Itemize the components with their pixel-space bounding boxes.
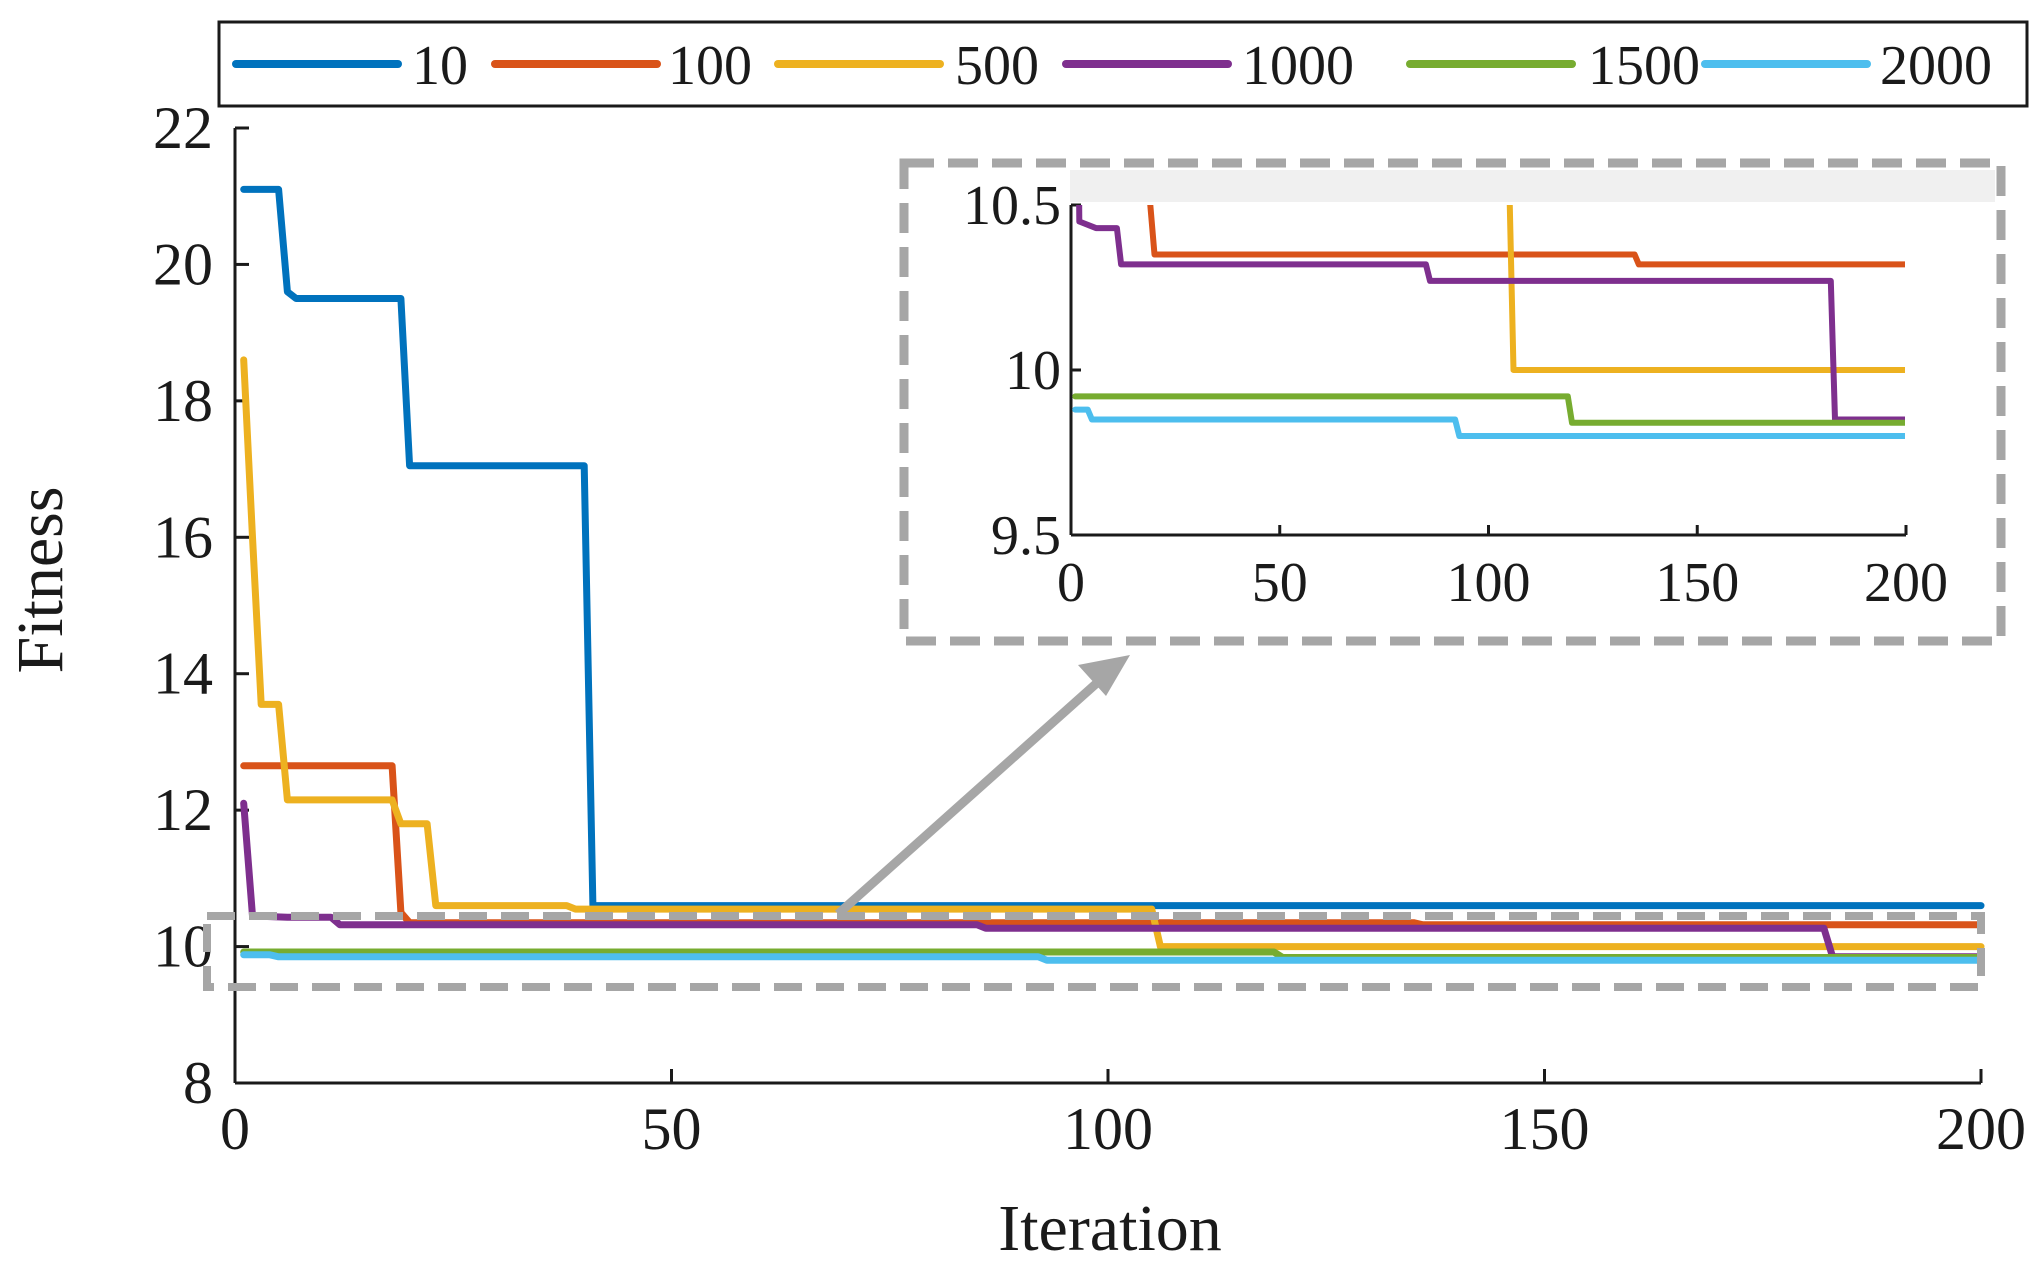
legend: 10 100 500 1000 1500 2000 bbox=[217, 20, 2029, 108]
y-tick-label: 12 bbox=[153, 777, 213, 843]
inset-series-line-100 bbox=[1147, 205, 1905, 268]
y-tick-label: 16 bbox=[153, 504, 213, 570]
inset-top-band bbox=[1070, 170, 1995, 202]
zoom-arrow-shaft bbox=[835, 678, 1101, 918]
inset-x-tick-label: 200 bbox=[1864, 552, 1948, 614]
y-tick-label: 22 bbox=[153, 95, 213, 161]
inset-x-tick-label: 50 bbox=[1252, 552, 1308, 614]
series-line-500 bbox=[240, 356, 1985, 951]
legend-items: 10 100 500 1000 1500 2000 bbox=[232, 35, 1992, 97]
legend-label-2000: 2000 bbox=[1880, 35, 1992, 97]
legend-label-500: 500 bbox=[955, 35, 1039, 97]
inset-y-tick-label: 9.5 bbox=[991, 505, 1061, 567]
zoom-region-box bbox=[203, 912, 1985, 991]
x-tick-label: 150 bbox=[1500, 1096, 1590, 1162]
legend-label-100: 100 bbox=[668, 35, 752, 97]
x-tick-label: 200 bbox=[1936, 1096, 2026, 1162]
series-line-10 bbox=[240, 185, 1985, 910]
inset-series-line-1000 bbox=[1076, 205, 1905, 423]
inset-y-tick-label: 10.5 bbox=[963, 175, 1061, 237]
inset-y-tick-label: 10 bbox=[1005, 340, 1061, 402]
x-tick-label: 50 bbox=[642, 1096, 702, 1162]
series-line-2000 bbox=[240, 951, 1985, 964]
inset-x-tick-label: 150 bbox=[1655, 552, 1739, 614]
main-ticks: 0 50 100 150 200 8 10 12 14 16 18 20 22 bbox=[153, 95, 2026, 1162]
main-series-group bbox=[240, 185, 1985, 964]
inset-x-tick-label: 0 bbox=[1057, 552, 1085, 614]
main-axes: 0 50 100 150 200 8 10 12 14 16 18 20 22 bbox=[153, 95, 2026, 1162]
zoom-arrow bbox=[835, 655, 1130, 918]
x-tick-label: 100 bbox=[1063, 1096, 1153, 1162]
x-axis-label: Iteration bbox=[998, 1192, 1222, 1265]
y-tick-label: 8 bbox=[183, 1050, 213, 1116]
inset-frame bbox=[899, 158, 2006, 646]
inset-series-group bbox=[1072, 205, 1905, 439]
y-axis-label: Fitness bbox=[4, 486, 77, 673]
inset-panel: 0 50 100 150 200 9.5 10 10.5 bbox=[899, 158, 2006, 646]
y-tick-label: 20 bbox=[153, 231, 213, 297]
x-tick-label: 0 bbox=[220, 1096, 250, 1162]
inset-ticks: 0 50 100 150 200 9.5 10 10.5 bbox=[963, 175, 1948, 614]
legend-label-1000: 1000 bbox=[1242, 35, 1354, 97]
inset-series-line-2000 bbox=[1072, 406, 1905, 439]
legend-label-10: 10 bbox=[412, 35, 468, 97]
series-line-1000 bbox=[240, 799, 1985, 961]
inset-series-line-1500 bbox=[1072, 393, 1905, 426]
inset-x-tick-label: 100 bbox=[1447, 552, 1531, 614]
y-tick-label: 18 bbox=[153, 368, 213, 434]
y-tick-label: 14 bbox=[153, 641, 213, 707]
legend-label-1500: 1500 bbox=[1588, 35, 1700, 97]
zoom-arrow-head bbox=[1078, 655, 1130, 696]
series-line-100 bbox=[240, 762, 1985, 929]
